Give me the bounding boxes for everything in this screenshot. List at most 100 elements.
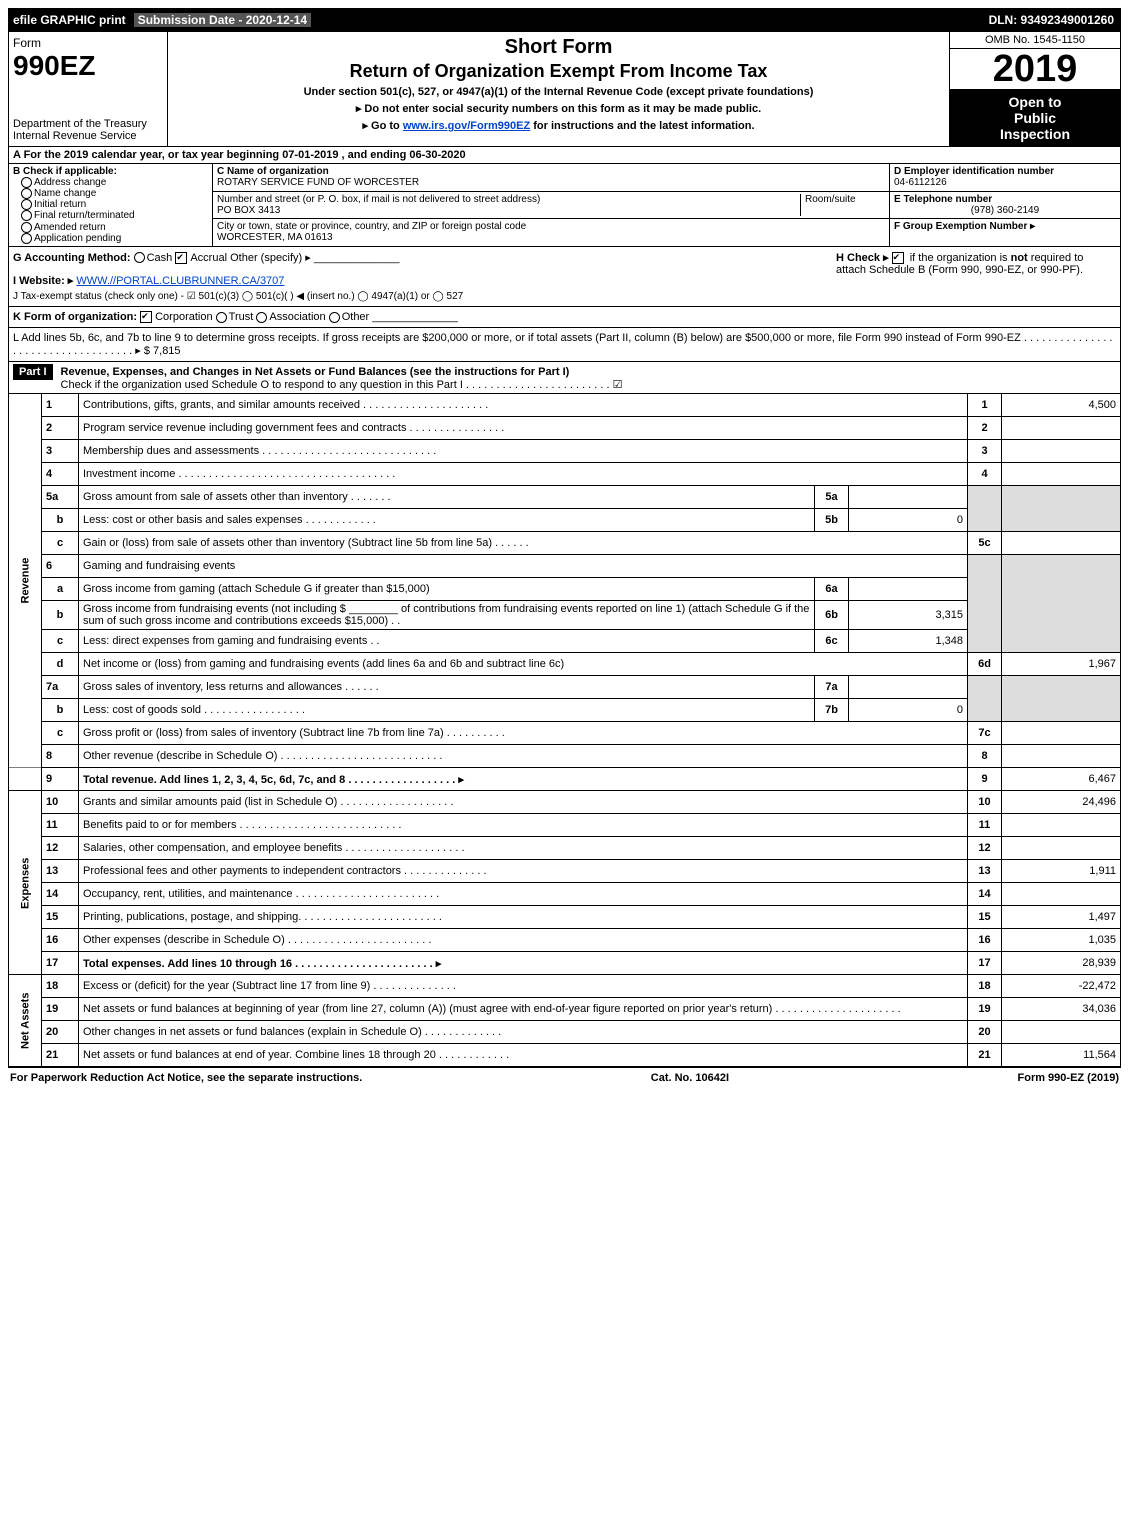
street-label: Number and street (or P. O. box, if mail…	[217, 194, 540, 205]
room-label: Room/suite	[805, 194, 856, 205]
table-row: 6Gaming and fundraising events	[9, 555, 1121, 578]
box-b: B Check if applicable: Address change Na…	[9, 164, 213, 246]
top-left: efile GRAPHIC print Submission Date - 20…	[9, 13, 311, 27]
table-row: cLess: direct expenses from gaming and f…	[9, 630, 1121, 653]
revenue-vlabel: Revenue	[9, 394, 42, 768]
line-i: I Website: ▸ WWW.//PORTAL.CLUBRUNNER.CA/…	[13, 274, 836, 287]
table-row: 20Other changes in net assets or fund ba…	[9, 1021, 1121, 1044]
part1-title: Revenue, Expenses, and Changes in Net As…	[61, 366, 570, 378]
dln-label: DLN: 93492349001260	[989, 13, 1120, 27]
omb-number: OMB No. 1545-1150	[950, 32, 1120, 49]
table-row: aGross income from gaming (attach Schedu…	[9, 578, 1121, 601]
submission-date-button[interactable]: Submission Date - 2020-12-14	[134, 13, 311, 27]
cash-radio[interactable]	[134, 252, 145, 263]
goto-line: ▸ Go to www.irs.gov/Form990EZ for instru…	[176, 119, 941, 132]
page-footer: For Paperwork Reduction Act Notice, see …	[8, 1067, 1121, 1088]
goto-post: for instructions and the latest informat…	[530, 120, 754, 132]
line-k: K Form of organization: Corporation Trus…	[8, 307, 1121, 328]
footer-mid: Cat. No. 10642I	[651, 1072, 729, 1084]
footer-left: For Paperwork Reduction Act Notice, see …	[10, 1072, 362, 1084]
final-return-opt[interactable]: Final return/terminated	[21, 210, 208, 221]
entity-info-row: B Check if applicable: Address change Na…	[8, 164, 1121, 247]
line-j: J Tax-exempt status (check only one) - ☑…	[13, 291, 836, 302]
accrual-check[interactable]	[175, 252, 187, 264]
footer-right: Form 990-EZ (2019)	[1018, 1072, 1119, 1084]
other-radio[interactable]	[329, 312, 340, 323]
ssn-warning: ▸ Do not enter social security numbers o…	[176, 102, 941, 115]
table-row: 8Other revenue (describe in Schedule O) …	[9, 745, 1121, 768]
short-form-title: Short Form	[176, 36, 941, 59]
app-pending-opt[interactable]: Application pending	[21, 233, 208, 244]
irs-link[interactable]: www.irs.gov/Form990EZ	[403, 120, 530, 132]
city-value: WORCESTER, MA 01613	[217, 232, 333, 243]
gross-receipts-value: 7,815	[153, 345, 181, 357]
line-l: L Add lines 5b, 6c, and 7b to line 9 to …	[8, 328, 1121, 362]
g-h-row: G Accounting Method: Cash Accrual Other …	[8, 247, 1121, 307]
assoc-radio[interactable]	[256, 312, 267, 323]
table-row: Revenue 1 Contributions, gifts, grants, …	[9, 394, 1121, 417]
table-row: dNet income or (loss) from gaming and fu…	[9, 653, 1121, 676]
corp-check[interactable]	[140, 311, 152, 323]
table-row: cGain or (loss) from sale of assets othe…	[9, 532, 1121, 555]
part1-header: Part I Revenue, Expenses, and Changes in…	[8, 362, 1121, 394]
table-row: 12Salaries, other compensation, and empl…	[9, 837, 1121, 860]
ein-value: 04-6112126	[894, 177, 947, 188]
table-row: bLess: cost of goods sold . . . . . . . …	[9, 699, 1121, 722]
org-name: ROTARY SERVICE FUND OF WORCESTER	[217, 177, 419, 188]
amended-return-opt[interactable]: Amended return	[21, 222, 208, 233]
table-row: 7aGross sales of inventory, less returns…	[9, 676, 1121, 699]
table-row: 11Benefits paid to or for members . . . …	[9, 814, 1121, 837]
table-row: 13Professional fees and other payments t…	[9, 860, 1121, 883]
tax-year: 2019	[950, 49, 1120, 90]
name-change-opt[interactable]: Name change	[21, 188, 208, 199]
table-row: 15Printing, publications, postage, and s…	[9, 906, 1121, 929]
tel-value: (978) 360-2149	[894, 205, 1116, 216]
table-row: 17Total expenses. Add lines 10 through 1…	[9, 952, 1121, 975]
header-right: OMB No. 1545-1150 2019 Open to Public In…	[949, 32, 1120, 146]
table-row: 9Total revenue. Add lines 1, 2, 3, 4, 5c…	[9, 768, 1121, 791]
table-row: bLess: cost or other basis and sales exp…	[9, 509, 1121, 532]
under-section: Under section 501(c), 527, or 4947(a)(1)…	[176, 86, 941, 98]
netassets-vlabel: Net Assets	[9, 975, 42, 1067]
table-row: Expenses 10Grants and similar amounts pa…	[9, 791, 1121, 814]
table-row: cGross profit or (loss) from sales of in…	[9, 722, 1121, 745]
table-row: Net Assets 18Excess or (deficit) for the…	[9, 975, 1121, 998]
trust-radio[interactable]	[216, 312, 227, 323]
return-title: Return of Organization Exempt From Incom…	[176, 61, 941, 82]
table-row: 16Other expenses (describe in Schedule O…	[9, 929, 1121, 952]
tel-label: E Telephone number	[894, 194, 992, 205]
table-row: 5aGross amount from sale of assets other…	[9, 486, 1121, 509]
part1-badge: Part I	[13, 364, 53, 380]
form-word: Form	[13, 36, 163, 50]
addr-change-opt[interactable]: Address change	[21, 177, 208, 188]
website-link[interactable]: WWW.//PORTAL.CLUBRUNNER.CA/3707	[76, 275, 284, 287]
table-row: 14Occupancy, rent, utilities, and mainte…	[9, 883, 1121, 906]
table-row: 19Net assets or fund balances at beginni…	[9, 998, 1121, 1021]
part1-sub: Check if the organization used Schedule …	[61, 379, 623, 391]
expenses-vlabel: Expenses	[9, 791, 42, 975]
header-mid: Short Form Return of Organization Exempt…	[168, 32, 949, 146]
table-row: 2Program service revenue including gover…	[9, 417, 1121, 440]
street-value: PO BOX 3413	[217, 205, 280, 216]
line-a: A For the 2019 calendar year, or tax yea…	[8, 147, 1121, 164]
department-label: Department of the Treasury Internal Reve…	[13, 118, 163, 142]
ein-label: D Employer identification number	[894, 166, 1054, 177]
box-b-label: B Check if applicable:	[13, 166, 117, 177]
name-label: C Name of organization	[217, 166, 329, 177]
goto-pre: ▸ Go to	[362, 120, 402, 132]
table-row: 3Membership dues and assessments . . . .…	[9, 440, 1121, 463]
table-row: 4Investment income . . . . . . . . . . .…	[9, 463, 1121, 486]
header-left: Form 990EZ Department of the Treasury In…	[9, 32, 168, 146]
box-d: D Employer identification number 04-6112…	[889, 164, 1120, 246]
open-public-badge: Open to Public Inspection	[950, 90, 1120, 146]
form-number: 990EZ	[13, 50, 163, 82]
part1-table: Revenue 1 Contributions, gifts, grants, …	[8, 394, 1121, 1067]
city-label: City or town, state or province, country…	[217, 221, 526, 232]
line-g: G Accounting Method: Cash Accrual Other …	[13, 251, 836, 264]
group-exempt-label: F Group Exemption Number ▸	[894, 221, 1035, 232]
box-c: C Name of organization ROTARY SERVICE FU…	[213, 164, 889, 246]
initial-return-opt[interactable]: Initial return	[21, 199, 208, 210]
h-check[interactable]	[892, 252, 904, 264]
form-header: Form 990EZ Department of the Treasury In…	[8, 32, 1121, 147]
line-h: H Check ▸ if the organization is not req…	[836, 251, 1116, 302]
